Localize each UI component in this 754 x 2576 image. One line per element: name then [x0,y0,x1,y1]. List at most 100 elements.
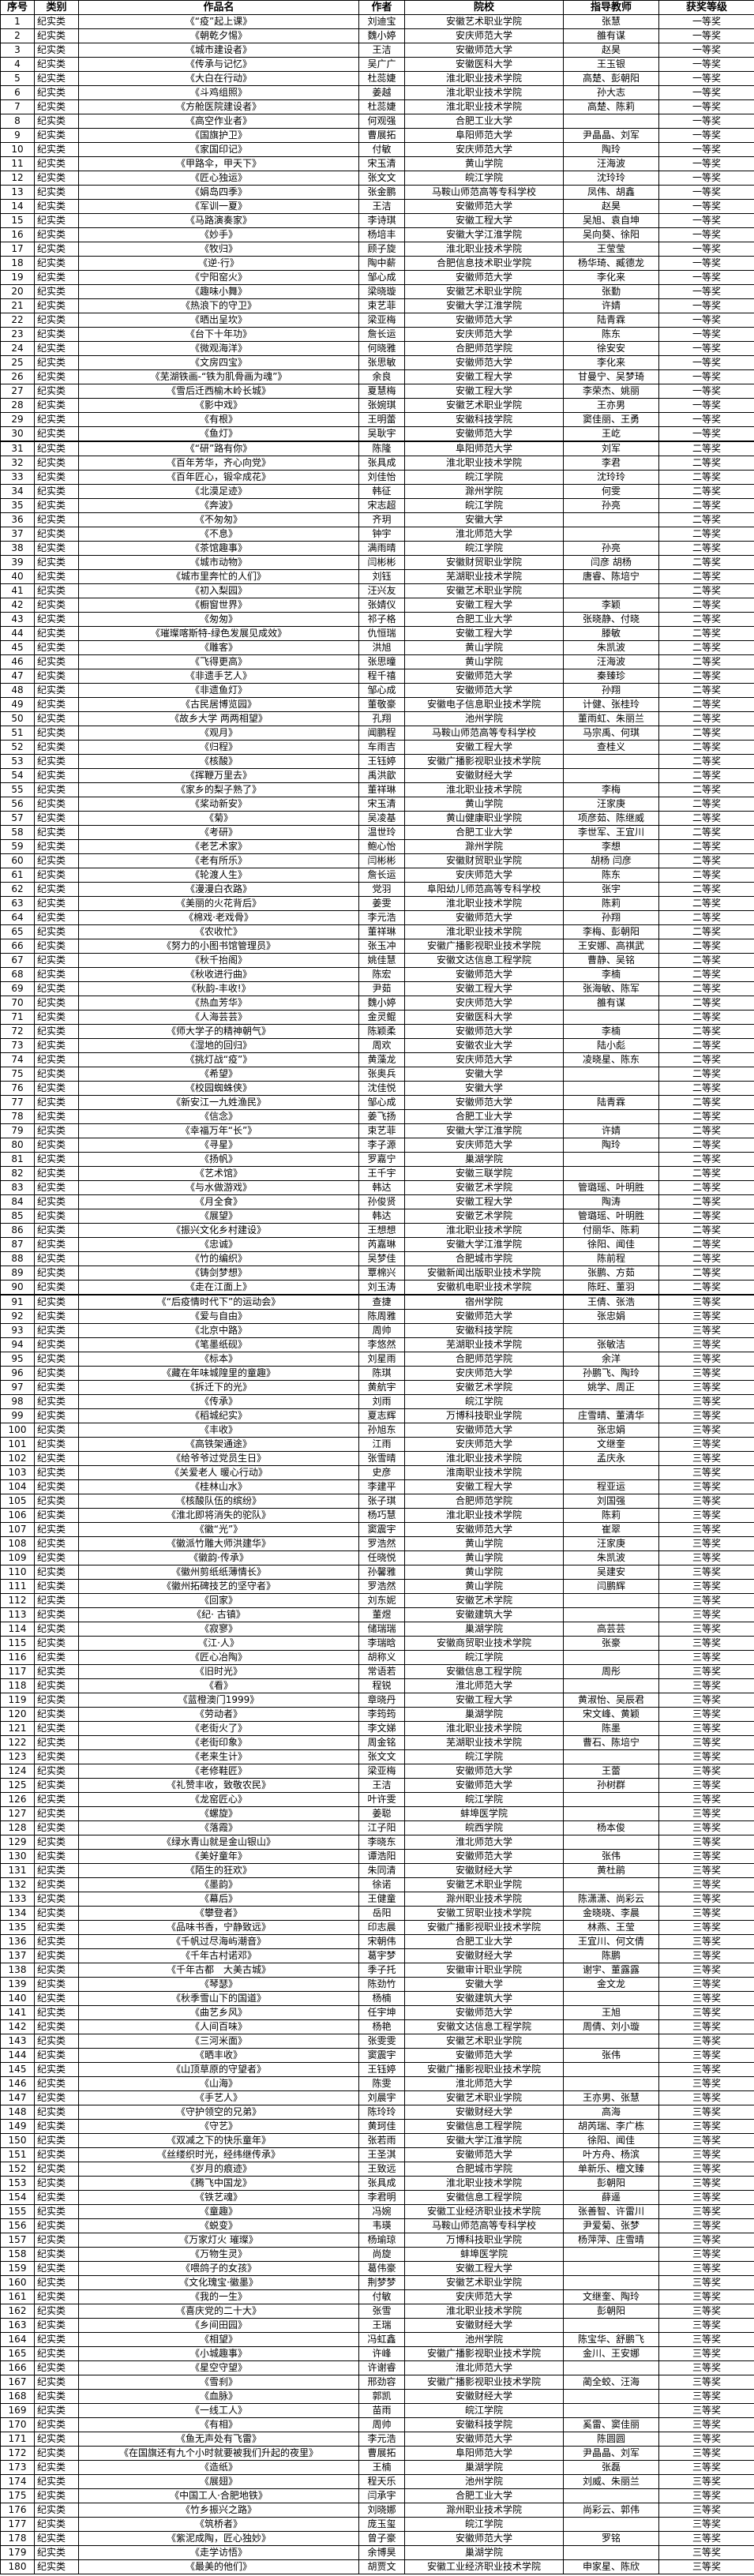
table-row: 76 纪实类 《校园蜘蛛侠》 沈佳悦 安徽大学 二等奖 [0,1081,754,1096]
cell-school: 安庆师范大学 [404,2289,564,2304]
cell-no: 60 [0,853,35,868]
cell-no: 51 [0,726,35,741]
cell-school: 安徽工程大学 [404,1479,564,1494]
table-row: 16 纪实类 《妙手》 杨培丰 安徽大学江淮学院 吴向葵、徐阳 一等奖 [0,227,754,242]
cell-title: 《人间百味》 [78,2019,359,2034]
cell-no: 127 [0,1806,35,1821]
cell-title: 《关爱老人 暖心行动》 [78,1465,359,1480]
cell-award: 一等奖 [658,128,754,143]
cell-school: 合肥工业大学 [404,612,564,627]
table-row: 69 纪实类 《秋韵-丰收!》 尹茹 安徽工程大学 张海敏、陈军 二等奖 [0,981,754,996]
cell-no: 153 [0,2176,35,2191]
table-row: 136 纪实类 《千帆过尽海屿潮音》 宋朝伟 合肥工业大学 王宜川、何文倩 三等奖 [0,1934,754,1949]
cell-category: 纪实类 [34,2503,79,2518]
cell-advisor: 高海 [563,2105,659,2120]
cell-title: 《秋千抬阁》 [78,953,359,968]
table-row: 41 纪实类 《初入梨园》 汪兴友 安徽艺术职业学院 二等奖 [0,583,754,598]
cell-advisor: 杨本俊 [563,1820,659,1835]
cell-title: 《礼赞丰收，致敬农民》 [78,1778,359,1793]
cell-advisor [563,754,659,769]
cell-award: 三等奖 [658,1977,754,1992]
cell-advisor: 汪海波 [563,156,659,171]
cell-no: 106 [0,1508,35,1523]
cell-school: 安徽工业经济职业技术学院 [404,2559,564,2574]
cell-author: 岳阳 [358,1906,405,1921]
cell-school: 合肥城市学院 [404,2162,564,2177]
cell-award: 二等奖 [658,797,754,812]
cell-title: 《挑灯战“疫”》 [78,1052,359,1067]
cell-category: 纪实类 [34,398,79,413]
cell-school: 安徽艺术职业学院 [404,1877,564,1892]
cell-no: 32 [0,456,35,471]
cell-author: 李瑞晗 [358,1636,405,1651]
cell-category: 纪实类 [34,242,79,257]
cell-advisor [563,1593,659,1608]
cell-school: 黄山学院 [404,156,564,171]
cell-school: 安徽师范大学 [404,683,564,698]
cell-author: 李君明 [358,2190,405,2205]
cell-no: 94 [0,1337,35,1352]
cell-no: 28 [0,398,35,413]
table-row: 150 纪实类 《双减之下的快乐童年》 张若雨 安徽大学江淮学院 徐阳、闻佳 三等奖 [0,2133,754,2148]
cell-category: 纪实类 [34,981,79,996]
table-row: 123 纪实类 《老来生计》 张文文 皖江学院 三等奖 [0,1749,754,1764]
table-row: 67 纪实类 《秋千抬阁》 姚佳慧 安徽文达信息工程学院 曹静、吴铭 二等奖 [0,953,754,968]
cell-author: 杨巧慧 [358,1508,405,1523]
cell-title: 《墨韵》 [78,1877,359,1892]
cell-school: 合肥信息技术职业学院 [404,256,564,271]
cell-category: 纪实类 [34,1948,79,1963]
cell-category: 纪实类 [34,1180,79,1195]
cell-category: 纪实类 [34,28,79,43]
cell-author: 徐诺 [358,1877,405,1892]
cell-category: 纪实类 [34,2559,79,2574]
table-row: 149 纪实类 《守艺》 黄珂佳 安徽信息工程学院 胡芮瑞、李广栋 三等奖 [0,2119,754,2134]
cell-category: 纪实类 [34,1778,79,1793]
cell-category: 纪实类 [34,1024,79,1039]
cell-category: 纪实类 [34,1693,79,1708]
cell-award: 三等奖 [658,1337,754,1352]
table-row: 24 纪实类 《微观海洋》 何晓雅 合肥师范学院 徐安安 一等奖 [0,341,754,356]
cell-award: 三等奖 [658,2133,754,2148]
table-row: 138 纪实类 《千年古都 大美古城》 季子托 安徽审计职业学院 谢宇、董露露 三等奖 [0,1963,754,1978]
cell-advisor [563,1806,659,1821]
cell-school: 安徽师范大学 [404,1522,564,1537]
cell-advisor [563,1650,659,1665]
cell-award: 三等奖 [658,1451,754,1466]
cell-title: 《百年匠心，锻伞成花》 [78,470,359,485]
cell-no: 86 [0,1223,35,1238]
cell-author: 邹心成 [358,1095,405,1110]
cell-title: 《芜湖铁画-“铁为肌骨画为魂”》 [78,369,359,384]
cell-advisor: 许婧 [563,298,659,313]
cell-author: 孙俊贤 [358,1194,405,1209]
cell-category: 纪实类 [34,2247,79,2262]
cell-advisor: 文继奎 [563,1437,659,1452]
cell-no: 77 [0,1095,35,1110]
cell-title: 《纪· 古镇》 [78,1607,359,1622]
cell-author: 张思曈 [358,654,405,669]
cell-advisor [563,2517,659,2532]
cell-title: 《晒出呈坎》 [78,313,359,328]
cell-no: 166 [0,2360,35,2375]
cell-school: 安徽广播影视职业技术学院 [404,1920,564,1935]
cell-award: 三等奖 [658,1366,754,1381]
cell-advisor: 陆青霖 [563,313,659,328]
cell-award: 一等奖 [658,71,754,86]
cell-advisor: 胡芮瑞、李广栋 [563,2119,659,2134]
cell-advisor: 张晓静、付晓 [563,612,659,627]
cell-author: 张具成 [358,456,405,471]
cell-no: 13 [0,185,35,200]
cell-title: 《雕客》 [78,640,359,655]
cell-school: 巢湖学院 [404,2545,564,2560]
cell-title: 《忠诚》 [78,1237,359,1252]
cell-category: 纪实类 [34,1906,79,1921]
cell-no: 69 [0,981,35,996]
cell-category: 纪实类 [34,1067,79,1082]
cell-author: 姜聪 [358,1806,405,1821]
cell-school: 安徽艺术职业学院 [404,2275,564,2290]
cell-award: 三等奖 [658,2176,754,2191]
table-row: 45 纪实类 《雕客》 洪旭 黄山学院 朱凯波 二等奖 [0,640,754,655]
cell-category: 纪实类 [34,1522,79,1537]
cell-title: 《蜕变》 [78,2218,359,2233]
cell-school: 淮北职业技术学院 [404,242,564,257]
table-row: 78 纪实类 《信念》 姜飞扬 合肥工业大学 二等奖 [0,1109,754,1124]
